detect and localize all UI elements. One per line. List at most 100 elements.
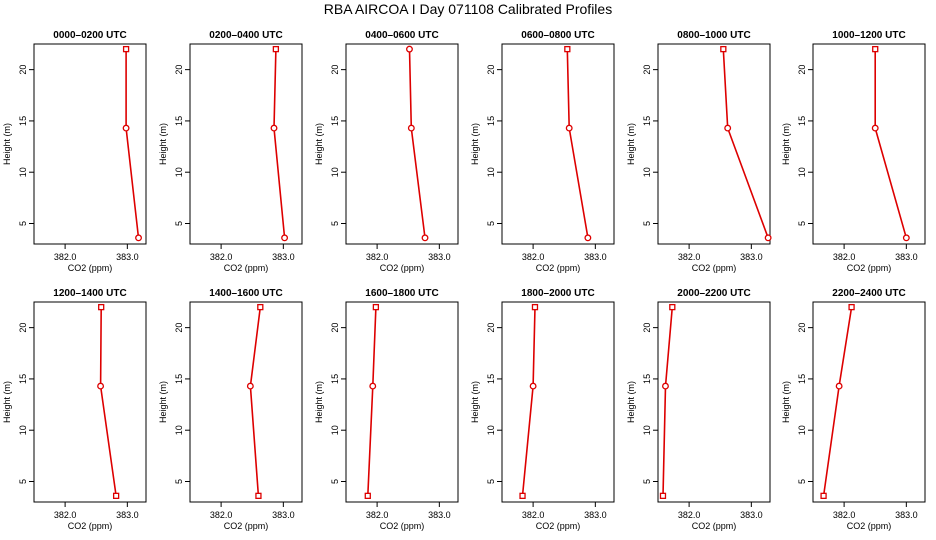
y-tick-label: 10 (642, 167, 652, 177)
x-tick-label: 383.0 (272, 252, 295, 262)
y-tick-label: 10 (642, 425, 652, 435)
data-point (902, 234, 910, 242)
y-tick-label: 5 (330, 479, 340, 484)
panel-4: 0800–1000 UTC 382.0 383.0 5 10 15 20 CO2 (ppm) H… (626, 30, 772, 273)
y-tick-label: 10 (18, 167, 28, 177)
plot-frame (657, 43, 771, 245)
y-axis-label: Height (m) (626, 123, 636, 165)
panel-9: 1800–2000 UTC 382.0 383.0 5 10 15 20 CO2 (ppm) H… (470, 288, 615, 531)
x-tick-label: 383.0 (272, 510, 295, 520)
panel-0: 0000–0200 UTC 382.0 383.0 5 10 15 20 CO2 (ppm) H… (2, 30, 147, 273)
y-tick-label: 5 (486, 221, 496, 226)
x-axis-label: CO2 (ppm) (224, 521, 269, 531)
panel-title: 1600–1800 UTC (365, 288, 438, 299)
plot-frame (812, 43, 926, 245)
y-axis-label: Height (m) (314, 123, 324, 165)
panel-title: 0400–0600 UTC (365, 30, 438, 41)
y-tick-label: 5 (486, 479, 496, 484)
y-axis-label: Height (m) (2, 123, 12, 165)
panel-title: 1200–1400 UTC (53, 288, 126, 299)
data-point (529, 382, 537, 390)
y-tick-label: 5 (330, 221, 340, 226)
y-tick-label: 10 (174, 167, 184, 177)
data-point (871, 124, 879, 132)
data-point (872, 45, 879, 53)
y-tick-label: 20 (797, 65, 807, 75)
x-tick-label: 382.0 (54, 252, 77, 262)
x-tick-label: 382.0 (833, 252, 856, 262)
y-tick-label: 15 (330, 116, 340, 126)
series-line (249, 307, 262, 496)
data-point (662, 382, 669, 390)
panel-title: 1000–1200 UTC (832, 30, 905, 41)
panel-title: 0600–0800 UTC (521, 30, 594, 41)
data-point (281, 234, 289, 242)
series-line (125, 49, 140, 238)
x-tick-label: 383.0 (584, 252, 607, 262)
y-tick-label: 10 (797, 167, 807, 177)
series-line (408, 49, 426, 238)
x-tick-label: 383.0 (740, 510, 763, 520)
series-line (273, 49, 286, 238)
data-point (122, 45, 130, 53)
series-line (822, 306, 853, 496)
y-tick-label: 10 (18, 425, 28, 435)
plot-frame (189, 301, 303, 503)
data-point (135, 234, 142, 242)
x-tick-label: 382.0 (522, 252, 545, 262)
series-line (367, 307, 377, 496)
data-point (98, 303, 105, 311)
panel-title: 2200–2400 UTC (832, 288, 905, 299)
panel-7: 1400–1600 UTC 382.0 383.0 5 10 15 20 CO2 (ppm) H… (158, 288, 303, 531)
y-tick-label: 20 (330, 65, 340, 75)
x-axis-label: CO2 (ppm) (68, 263, 113, 273)
series-line (566, 49, 589, 238)
data-point (257, 303, 264, 311)
y-tick-label: 10 (174, 425, 184, 435)
y-tick-label: 5 (642, 479, 652, 484)
y-tick-label: 10 (330, 167, 340, 177)
data-point (246, 382, 254, 390)
x-tick-label: 383.0 (428, 252, 451, 262)
y-tick-label: 20 (174, 65, 184, 75)
data-point (372, 303, 380, 311)
y-axis-label: Height (m) (470, 123, 480, 165)
data-point (669, 303, 676, 311)
data-point (848, 303, 855, 311)
y-axis-label: Height (m) (158, 123, 168, 165)
y-tick-label: 5 (642, 221, 652, 226)
y-tick-label: 15 (642, 374, 652, 384)
x-tick-label: 382.0 (210, 252, 233, 262)
plot-frame (501, 43, 615, 245)
series-line (722, 49, 769, 239)
data-point (112, 492, 120, 499)
y-tick-label: 15 (330, 374, 340, 384)
data-point (835, 382, 843, 390)
y-tick-label: 15 (18, 116, 28, 126)
y-tick-label: 20 (18, 65, 28, 75)
data-point (407, 124, 415, 132)
x-tick-label: 383.0 (584, 510, 607, 520)
x-axis-label: CO2 (ppm) (224, 263, 269, 273)
x-axis-label: CO2 (ppm) (847, 521, 892, 531)
x-tick-label: 383.0 (428, 510, 451, 520)
x-tick-label: 382.0 (522, 510, 545, 520)
x-tick-label: 382.0 (833, 510, 856, 520)
y-tick-label: 20 (18, 323, 28, 333)
page-title: RBA AIRCOA I Day 071108 Calibrated Profi… (323, 1, 613, 17)
data-point (724, 124, 732, 132)
data-point (659, 492, 667, 499)
y-axis-label: Height (m) (781, 123, 791, 165)
y-tick-label: 10 (486, 167, 496, 177)
x-axis-label: CO2 (ppm) (536, 521, 581, 531)
plot-frame (33, 301, 147, 503)
plot-frame (501, 301, 615, 503)
x-tick-label: 382.0 (210, 510, 233, 520)
x-tick-label: 382.0 (366, 510, 389, 520)
plot-frame (812, 301, 926, 503)
data-point (97, 382, 105, 390)
y-tick-label: 20 (174, 323, 184, 333)
panel-11: 2200–2400 UTC 382.0 383.0 5 10 15 20 CO2 (ppm) H… (781, 288, 926, 531)
y-tick-label: 20 (797, 323, 807, 333)
y-tick-label: 10 (330, 425, 340, 435)
